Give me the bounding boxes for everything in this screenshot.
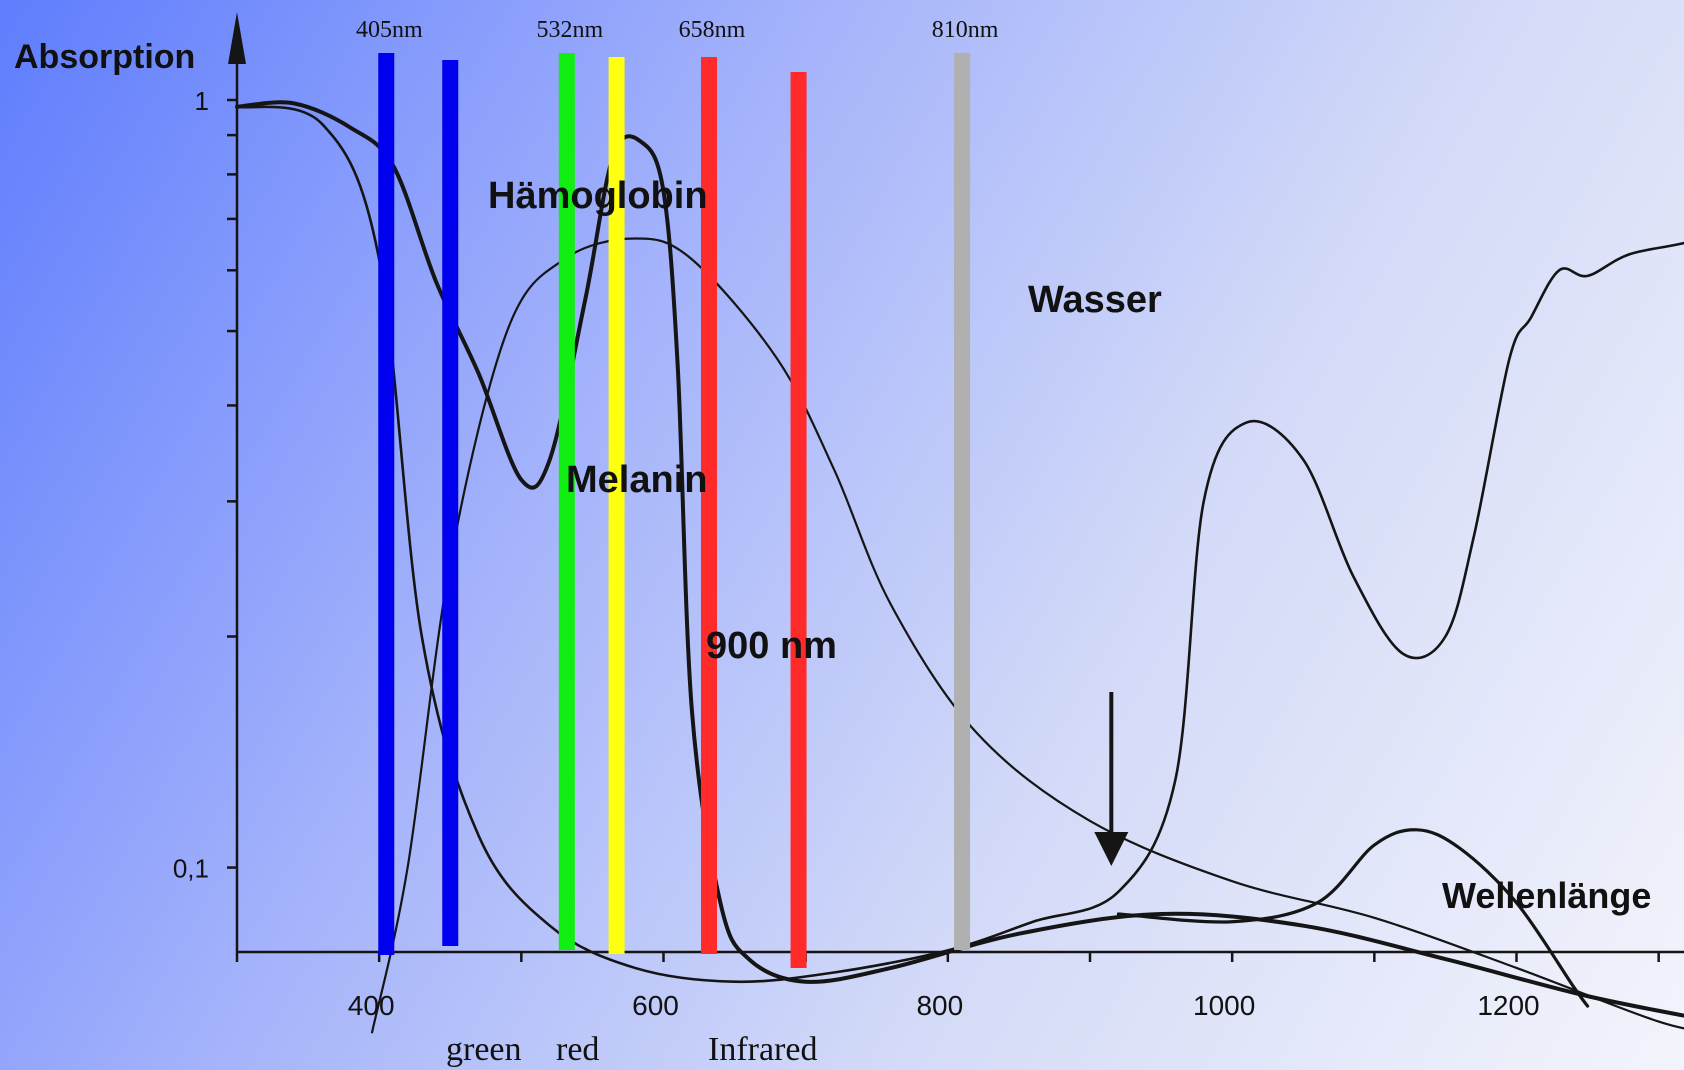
- annotation-arrow-head-icon: [1094, 832, 1129, 866]
- x-tick-label: 1200: [1477, 990, 1539, 1021]
- y-tick-label: 1: [195, 86, 209, 116]
- wavelength-bar-6: [790, 72, 807, 968]
- wavelength-bar-label: 405nm: [356, 17, 423, 43]
- wavelength-bar-5: [700, 57, 717, 954]
- wavelength-bar-7: [954, 53, 971, 950]
- series-line-3: [1116, 828, 1590, 1008]
- wavelength-bar-3: [558, 53, 575, 950]
- x-tick-label: 400: [348, 990, 395, 1021]
- wavelength-bar-4: [608, 57, 625, 954]
- annotation-haemoglobin: Hämoglobin: [488, 175, 708, 217]
- annotation-wasser: Wasser: [1028, 279, 1162, 321]
- annotation-900nm: 900 nm: [706, 625, 837, 667]
- x-tick-label: 1000: [1193, 990, 1255, 1021]
- wavelength-bar-1: [378, 53, 395, 955]
- wavelength-bar-label: 810nm: [932, 17, 999, 43]
- x-axis-label: Wellenlänge: [1442, 875, 1651, 916]
- y-tick-label: 0,1: [173, 854, 209, 884]
- x-tick-label: 600: [632, 990, 679, 1021]
- band-label-infrared: Infrared: [708, 1031, 817, 1068]
- band-label-red: red: [556, 1031, 599, 1068]
- y-axis-arrow-icon: [228, 12, 246, 64]
- wavelength-bar-label: 658nm: [679, 17, 746, 43]
- band-label-green: green: [446, 1031, 522, 1068]
- wavelength-bar-label: 532nm: [536, 17, 603, 43]
- wavelength-bar-2: [442, 60, 459, 946]
- annotation-melanin: Melanin: [566, 459, 707, 501]
- y-axis-label: Absorption: [14, 38, 195, 76]
- x-tick-label: 800: [916, 990, 963, 1021]
